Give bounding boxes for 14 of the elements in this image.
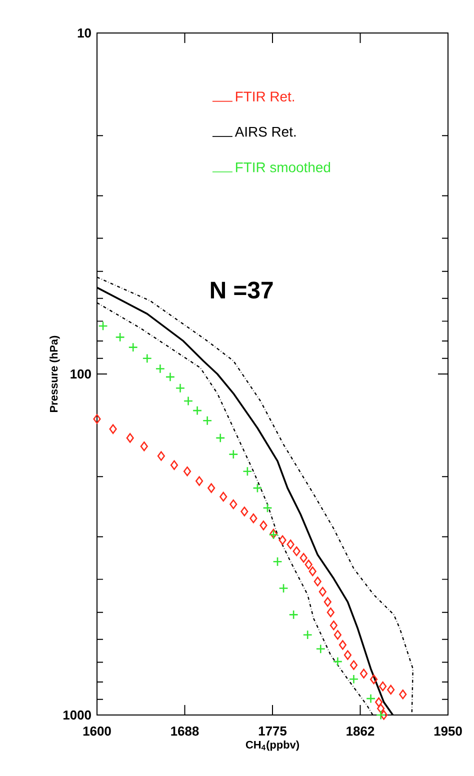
y-tick-label: 100 bbox=[70, 369, 91, 379]
legend-label: AIRS Ret. bbox=[234, 126, 296, 137]
y-tick-label: 10 bbox=[78, 28, 91, 38]
x-axis-title: CH$_{4}$(ppbv) bbox=[246, 740, 299, 751]
legend-label: FTIR smoothed bbox=[236, 162, 330, 172]
annotation: N =37 bbox=[210, 282, 273, 299]
x-tick-label: 1862 bbox=[346, 726, 374, 736]
y-axis-title: Pressure (hPa) bbox=[50, 336, 60, 412]
legend-label: FTIR Ret. bbox=[236, 92, 294, 102]
x-tick-label: 1950 bbox=[434, 726, 462, 736]
x-tick-label: 1688 bbox=[171, 726, 199, 736]
x-tick-label: 1600 bbox=[83, 726, 111, 736]
y-tick-label: 1000 bbox=[63, 710, 91, 720]
x-tick-label: 1775 bbox=[258, 726, 287, 736]
